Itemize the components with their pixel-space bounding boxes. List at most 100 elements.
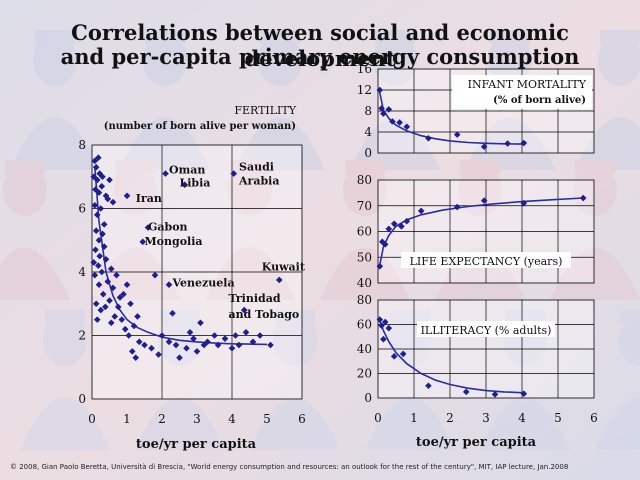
- x-tick-label: 3: [482, 411, 490, 425]
- fertility-data-point: [92, 186, 99, 193]
- fertility-data-point: [235, 341, 243, 349]
- fertility-data-point: [148, 344, 155, 352]
- fertility-data-point: [162, 170, 169, 177]
- y-tick-label: 60: [357, 318, 372, 332]
- fertility-data-point: [256, 332, 264, 339]
- y-tick-label: 0: [78, 392, 86, 406]
- illiteracy-data-point: [390, 353, 398, 360]
- fertility-data-point: [193, 348, 201, 355]
- life-data-point: [390, 220, 398, 228]
- life-data-point: [385, 225, 393, 233]
- y-tick-label: 12: [357, 83, 372, 97]
- fertility-data-point: [114, 303, 122, 311]
- silhouette-person: [20, 310, 110, 450]
- fertility-data-point: [183, 344, 190, 352]
- fertility-data-point: [232, 332, 239, 339]
- fertility-data-point: [125, 332, 133, 339]
- fertility-data-point: [214, 341, 222, 349]
- fertility-title: FERTILITY: [234, 104, 296, 117]
- infant-data-point: [376, 86, 384, 94]
- fertility-data-point: [97, 306, 105, 314]
- silhouette-person: [595, 310, 640, 450]
- illiteracy-title: ILLITERACY (% adults): [421, 324, 552, 337]
- fertility-data-point: [197, 319, 204, 327]
- x-tick-label: 2: [446, 411, 454, 425]
- fertility-data-point: [109, 284, 117, 292]
- infant-subtitle: (% of born alive): [493, 95, 586, 106]
- infant-chart: 0 4 8 12 16 INFANT MORTALITY (% of born alive): [357, 62, 595, 160]
- life-data-point: [381, 241, 389, 248]
- y-tick-label: 2: [78, 329, 86, 343]
- x-tick-label: 6: [298, 412, 306, 426]
- infant-data-point: [403, 123, 411, 131]
- fertility-data-point: [95, 189, 103, 196]
- illiteracy-chart: 0 20 40 60 80 0 1 2 3 4 5 6 ILLITERACY (% adults) toe…: [357, 293, 598, 450]
- life-trend-curve: [379, 197, 584, 266]
- fertility-data-point: [204, 338, 211, 346]
- infant-title: INFANT MORTALITY: [468, 78, 587, 91]
- fertility-data-point: [230, 170, 238, 177]
- silhouette-person: [235, 30, 325, 170]
- y-tick-label: 0: [364, 146, 372, 160]
- fertility-points: [90, 154, 283, 362]
- fertility-data-point: [249, 338, 257, 346]
- fertility-data-point: [172, 341, 180, 349]
- infant-data-point: [385, 106, 393, 113]
- infant-frame: [377, 68, 595, 154]
- fertility-data-point: [95, 154, 102, 161]
- fertility-data-point: [90, 259, 98, 266]
- fertility-data-point: [144, 224, 152, 231]
- fertility-data-point: [165, 338, 173, 346]
- y-tick-label: 70: [357, 199, 372, 213]
- slide-title-line-2: and per-capita primary energy consumptio…: [60, 44, 580, 69]
- infant-data-point: [480, 143, 488, 150]
- infant-title-box: [452, 75, 592, 109]
- fertility-data-point: [95, 262, 102, 269]
- y-tick-label: 0: [364, 391, 372, 405]
- infant-data-point: [425, 135, 432, 142]
- fertility-data-point: [128, 348, 136, 355]
- fertility-data-point: [92, 246, 99, 254]
- life-data-point: [520, 199, 528, 207]
- fertility-data-point: [132, 354, 140, 362]
- country-label: Saudi: [239, 160, 274, 173]
- fertility-data-point: [107, 265, 115, 273]
- y-tick-label: 20: [357, 367, 372, 381]
- fertility-data-point: [102, 192, 110, 200]
- infant-data-point: [389, 118, 396, 125]
- illiteracy-frame: [377, 299, 595, 399]
- x-tick-label: 5: [554, 411, 562, 425]
- silhouette-person: [0, 160, 70, 300]
- country-label: Oman: [169, 164, 205, 177]
- y-tick-label: 40: [357, 276, 372, 290]
- illiteracy-trend-curve: [379, 320, 523, 394]
- silhouette-person: [320, 160, 410, 300]
- x-tick-label: 6: [590, 411, 598, 425]
- x-tick-label: 0: [374, 411, 382, 425]
- y-tick-label: 6: [78, 202, 86, 216]
- fertility-data-point: [104, 278, 112, 285]
- fertility-data-point: [155, 351, 162, 358]
- fertility-data-point: [90, 173, 98, 181]
- illiteracy-data-point: [378, 322, 385, 330]
- life-title-box: [401, 252, 571, 268]
- y-tick-label: 60: [357, 225, 372, 239]
- illiteracy-data-point: [520, 390, 528, 398]
- fertility-data-point: [93, 316, 101, 323]
- infant-data-point: [504, 140, 511, 147]
- life-data-point: [398, 223, 405, 230]
- x-tick-label: 4: [228, 412, 236, 426]
- y-tick-label: 40: [357, 342, 372, 356]
- fertility-data-point: [106, 297, 113, 304]
- fertility-data-point: [118, 316, 126, 323]
- fertility-data-point: [211, 332, 218, 339]
- copyright-footer: © 2008, Gian Paolo Beretta, Università d…: [10, 463, 569, 471]
- life-data-point: [403, 217, 411, 225]
- silhouette-person: [205, 160, 295, 300]
- illiteracy-data-point: [381, 318, 389, 326]
- x-tick-label: 4: [518, 411, 526, 425]
- life-data-point: [579, 194, 587, 202]
- country-label: Gabon: [148, 221, 188, 234]
- silhouette-person: [350, 30, 440, 170]
